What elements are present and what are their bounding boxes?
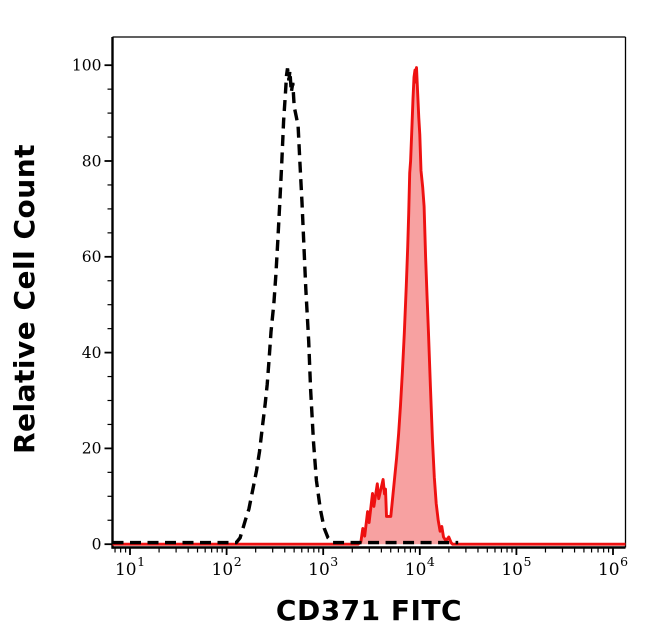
y-tick-label: 0 bbox=[92, 536, 102, 554]
y-axis-title: Relative Cell Count bbox=[8, 144, 41, 454]
y-tick-label: 60 bbox=[82, 248, 102, 266]
y-tick-label: 20 bbox=[82, 440, 102, 458]
isotype-control-curve bbox=[112, 68, 459, 545]
x-tick-label: 106 bbox=[598, 554, 628, 580]
x-tick-label: 104 bbox=[405, 554, 435, 580]
x-axis-title: CD371 FITC bbox=[276, 594, 462, 627]
x-tick-label: 102 bbox=[212, 554, 242, 580]
y-tick-label: 100 bbox=[72, 57, 102, 75]
x-tick-label: 103 bbox=[308, 554, 338, 580]
x-tick-label: 105 bbox=[501, 554, 531, 580]
cd371-fitc-curve bbox=[112, 66, 626, 546]
y-tick-label: 80 bbox=[82, 152, 102, 170]
x-tick-label: 101 bbox=[115, 554, 145, 580]
y-tick-label: 40 bbox=[82, 344, 102, 362]
plot-area: 101 102 103 104 105 106 0 20 40 60 80 100 bbox=[72, 36, 628, 580]
